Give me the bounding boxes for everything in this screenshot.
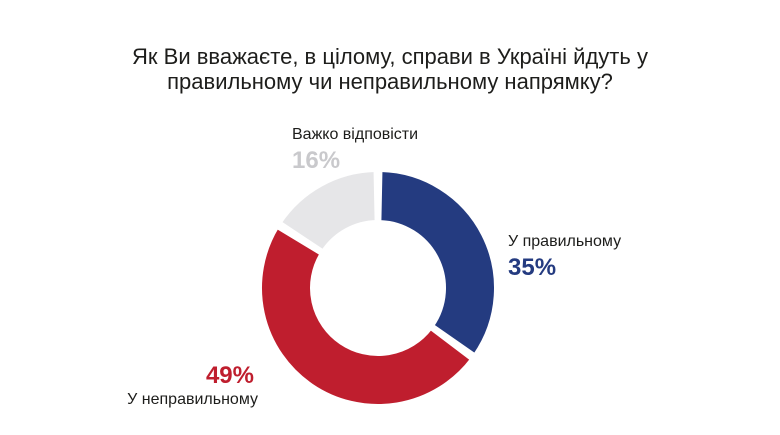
slice-value-hard-to-say: 16%: [292, 147, 341, 174]
chart-title-line-1: Як Ви вважаєте, в цілому, справи в Украї…: [132, 44, 648, 69]
slice-value-right-direction: 35%: [508, 254, 557, 281]
donut-slice-wrong-direction: [258, 224, 474, 408]
slice-value-wrong-direction: 49%: [205, 362, 254, 389]
slice-label-wrong-direction: У неправильному: [127, 391, 258, 408]
slice-label-hard-to-say: Важко відповісти: [292, 126, 419, 143]
donut-slice-right-direction: [377, 168, 498, 358]
chart-title-line-2: правильному чи неправильному напрямку?: [167, 69, 613, 94]
donut-slice-hard-to-say: [277, 168, 379, 254]
donut-slices: [258, 168, 498, 408]
chart-title: Як Ви вважаєте, в цілому, справи в Украї…: [90, 44, 690, 94]
slice-label-right-direction: У правильному: [508, 233, 622, 250]
